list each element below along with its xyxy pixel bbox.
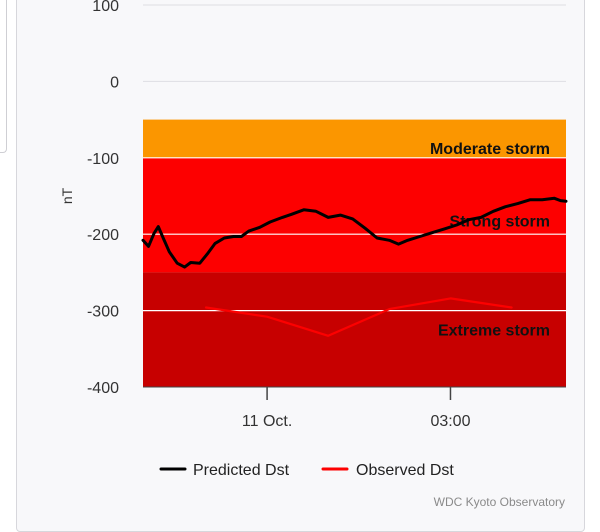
- x-tick-label-1: 03:00: [430, 413, 470, 430]
- x-tick-label-0: 11 Oct.: [242, 413, 292, 430]
- band-label-0: Moderate storm: [430, 141, 550, 158]
- legend: Predicted Dst Observed Dst: [159, 462, 454, 479]
- y-tick-label-1: 0: [110, 74, 119, 91]
- legend-label-0[interactable]: Predicted Dst: [193, 462, 290, 479]
- axes: 100 0 -100 -200 -300 -400 11 Oct. 03:00: [87, 0, 566, 430]
- y-tick-label-3: -200: [87, 227, 119, 244]
- band-0: [143, 119, 566, 158]
- band-1: [143, 157, 566, 273]
- y-tick-label-2: -100: [87, 151, 119, 168]
- band-label-2: Extreme storm: [438, 323, 550, 340]
- y-tick-label-5: -400: [87, 380, 119, 397]
- series-lines: [141, 196, 568, 337]
- credit-text[interactable]: WDC Kyoto Observatory: [434, 495, 565, 509]
- y-tick-label-4: -300: [87, 304, 119, 321]
- series-line-1[interactable]: [204, 297, 513, 337]
- band-2: [143, 272, 566, 387]
- legend-label-1[interactable]: Observed Dst: [356, 462, 454, 479]
- gridlines: [143, 4, 566, 312]
- series-line-0[interactable]: [141, 196, 568, 269]
- side-panel-edge: [0, 0, 7, 153]
- y-axis-label: nT: [59, 187, 75, 204]
- y-tick-label-0: 100: [92, 0, 119, 15]
